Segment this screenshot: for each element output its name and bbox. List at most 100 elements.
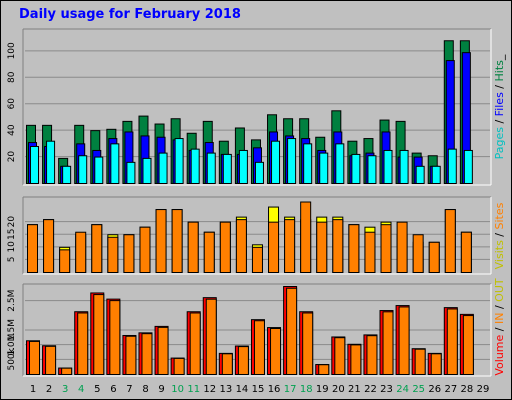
pages-bar <box>287 138 297 184</box>
volume-in-bar <box>61 367 73 375</box>
volume-in-bar <box>286 287 298 376</box>
x-tick-label-day: 15 <box>252 384 265 395</box>
pages-bar <box>30 145 39 184</box>
sites-bar <box>59 249 71 274</box>
volume-in-bar <box>157 326 169 376</box>
pages-bar <box>351 153 361 184</box>
sites-bar <box>364 231 376 273</box>
sites-bar <box>155 209 167 274</box>
x-tick-label-day: 20 <box>332 384 345 395</box>
legend-entry: Visits <box>493 240 506 269</box>
sites-bar <box>316 221 328 273</box>
y-tick-label: 1.0M <box>7 334 17 356</box>
sites-bar <box>428 241 440 274</box>
x-tick-label-day: 18 <box>300 384 313 395</box>
x-tick-label-day: 27 <box>444 384 457 395</box>
x-tick-label-day: 23 <box>380 384 393 395</box>
x-tick-label-day: 13 <box>219 384 232 395</box>
pages-bar <box>158 152 168 185</box>
pages-bar <box>271 140 281 184</box>
volume-in-bar <box>221 353 233 375</box>
legend-entry: OUT <box>493 278 506 302</box>
volume-in-bar <box>189 312 201 376</box>
x-tick-label-day: 3 <box>62 384 68 395</box>
volume-in-bar <box>45 345 57 376</box>
y-tick-label: 15 <box>7 229 17 240</box>
sites-bar <box>348 224 360 273</box>
legend-entry: / <box>493 116 506 127</box>
y-tick-label: 10 <box>7 241 17 253</box>
volume-in-bar <box>302 312 314 376</box>
pages-bar <box>399 149 409 185</box>
y-tick-label: 20 <box>7 151 17 163</box>
chart-title: Daily usage for February 2018 <box>19 7 241 22</box>
volume-in-bar <box>366 335 378 375</box>
legend-entry: Volume <box>493 334 506 375</box>
pages-bar <box>46 140 56 184</box>
sites-bar <box>235 219 247 273</box>
x-tick-label-day: 1 <box>30 384 36 395</box>
x-tick-label-day: 25 <box>412 384 425 395</box>
x-tick-label-day: 26 <box>428 384 441 395</box>
x-tick-label-day: 17 <box>284 384 297 395</box>
y-tick-label: 1.5M <box>7 319 17 341</box>
pages-bar <box>78 155 88 185</box>
pages-bar <box>303 143 313 184</box>
sites-bar <box>171 209 183 274</box>
x-tick-label-day: 28 <box>461 384 474 395</box>
sites-bar <box>412 234 424 273</box>
volume-in-bar <box>77 312 89 376</box>
volume-in-bar <box>125 335 137 376</box>
y-tick-label: 40 <box>7 124 17 136</box>
sites-bar <box>251 246 263 274</box>
volume-in-bar <box>318 364 330 376</box>
pages-bar <box>383 149 393 185</box>
volume-in-bar <box>446 308 458 376</box>
pages-bar <box>62 165 72 185</box>
volume-in-bar <box>173 357 185 375</box>
pages-bar <box>222 153 232 184</box>
legend-entry: / <box>493 324 506 335</box>
sites-bar <box>91 224 103 273</box>
pages-bar <box>335 143 345 184</box>
pages-bar <box>190 148 200 184</box>
y-tick-label: 80 <box>7 71 17 83</box>
sites-bar <box>444 209 456 274</box>
x-tick-label-day: 22 <box>364 384 377 395</box>
volume-in-bar <box>205 298 217 376</box>
volume-in-bar <box>430 353 442 375</box>
volume-in-bar <box>350 344 362 375</box>
pages-bar <box>415 165 425 185</box>
x-tick-label-day: 8 <box>142 384 148 395</box>
sites-bar <box>123 234 135 273</box>
x-tick-label-day: 12 <box>203 384 216 395</box>
x-tick-label-day: 9 <box>158 384 164 395</box>
volume-in-bar <box>141 333 153 376</box>
volume-in-bar <box>253 320 265 376</box>
legend-entry: / <box>493 229 506 240</box>
x-tick-label-day: 24 <box>396 384 409 395</box>
volume-in-bar <box>462 315 474 376</box>
sites-bar <box>460 231 472 273</box>
volume-in-bar <box>270 328 282 376</box>
y-tick-label: 60 <box>7 98 17 110</box>
y-tick-label: 100 <box>7 42 17 59</box>
x-tick-label-day: 11 <box>187 384 200 395</box>
x-tick-label-day: 10 <box>171 384 184 395</box>
sites-bar <box>43 219 55 273</box>
volume-in-bar <box>93 294 105 375</box>
y-tick-label: 2.5M <box>7 290 17 312</box>
x-tick-label-day: 19 <box>316 384 329 395</box>
sites-bar <box>187 221 199 273</box>
volume-in-bar <box>382 311 394 376</box>
volume-in-bar <box>237 346 249 375</box>
pages-bar <box>431 165 441 185</box>
legend-entry: / <box>493 302 506 313</box>
y-tick-label: 500k <box>7 347 17 370</box>
sites-bar <box>380 224 392 273</box>
volume-in-bar <box>414 348 426 376</box>
sites-bar <box>300 201 312 273</box>
pages-bar <box>206 152 216 185</box>
pages-bar <box>447 148 457 184</box>
